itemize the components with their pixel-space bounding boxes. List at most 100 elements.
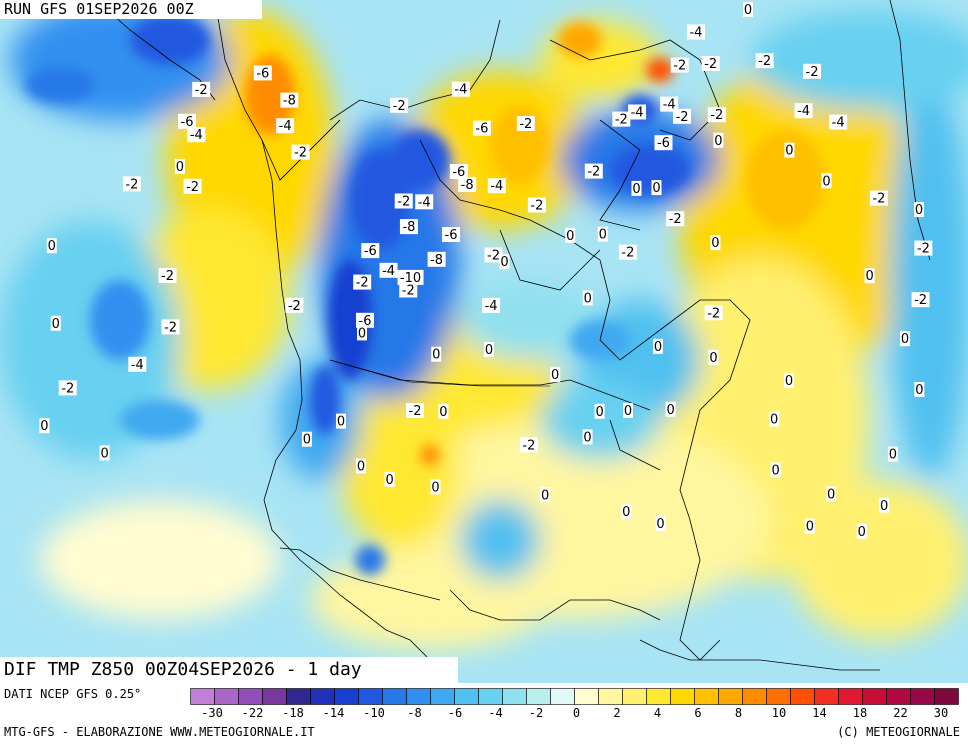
svg-text:-8: -8 [283, 94, 296, 109]
contour-label: -6 [178, 113, 196, 130]
contour-label: -4 [686, 24, 705, 41]
svg-text:-2: -2 [669, 212, 682, 227]
svg-text:0: 0 [439, 405, 447, 420]
svg-text:-2: -2 [195, 83, 208, 98]
svg-text:-6: -6 [256, 66, 269, 81]
legend-tick-label: -10 [363, 706, 385, 720]
contour-label: 0 [708, 349, 719, 366]
legend-tick-label: 0 [572, 706, 581, 720]
legend-swatch [502, 688, 527, 705]
svg-text:-2: -2 [707, 306, 720, 321]
contour-label: 0 [301, 431, 312, 448]
svg-text:-2: -2 [409, 404, 422, 419]
contour-label: 0 [46, 238, 57, 254]
legend-tick-label: 6 [694, 706, 702, 720]
svg-text:0: 0 [357, 460, 365, 475]
contour-label: -8 [427, 251, 446, 268]
contour-label: -10 [397, 269, 424, 286]
svg-text:0: 0 [566, 229, 574, 244]
contour-label: -6 [442, 227, 461, 243]
contour-label: -6 [449, 164, 468, 180]
svg-text:-4: -4 [631, 106, 644, 121]
legend-swatch [862, 688, 887, 705]
legend-tick-label: -14 [322, 706, 345, 720]
contour-label: 0 [484, 342, 494, 358]
contour-label: -2 [612, 111, 631, 128]
contour-label: 0 [336, 413, 346, 430]
contour-label: -2 [666, 211, 685, 227]
data-source-label: DATI NCEP GFS 0.25° [4, 687, 142, 701]
legend-tick-label: 8 [734, 706, 743, 720]
contour-label: 0 [887, 446, 898, 463]
svg-text:-4: -4 [485, 299, 498, 314]
contour-label: -6 [356, 312, 374, 329]
contour-label: -2 [399, 282, 418, 299]
legend-swatch [334, 688, 359, 705]
contour-label: -4 [487, 178, 506, 194]
svg-text:0: 0 [485, 343, 493, 358]
contour-label: 0 [594, 403, 605, 420]
contour-label: -4 [128, 356, 147, 373]
contour-label: 0 [631, 180, 642, 197]
svg-text:-2: -2 [676, 110, 689, 125]
svg-text:-4: -4 [797, 104, 810, 119]
contour-label: 0 [582, 290, 593, 306]
svg-text:0: 0 [711, 236, 719, 251]
svg-text:0: 0 [303, 433, 311, 448]
contour-label: 0 [653, 338, 663, 355]
contour-label: -4 [415, 194, 434, 210]
svg-text:-2: -2 [186, 180, 199, 195]
anomaly-field-smooth [0, 0, 968, 650]
legend-swatch [358, 688, 383, 705]
contour-label: -2 [673, 108, 692, 125]
contour-label: 0 [804, 518, 815, 535]
svg-text:0: 0 [822, 174, 830, 189]
svg-text:-2: -2 [758, 54, 771, 69]
contour-label: -8 [280, 92, 299, 109]
legend-swatch [214, 688, 239, 705]
legend-swatch [406, 688, 431, 705]
svg-text:0: 0 [584, 291, 592, 306]
contour-label: -4 [276, 118, 295, 134]
legend-swatch [910, 688, 935, 705]
legend-swatch [190, 688, 215, 705]
legend-tick-label: 4 [653, 706, 662, 720]
svg-text:-2: -2 [615, 113, 628, 128]
contour-label: 0 [914, 202, 924, 218]
contour-label: 0 [914, 382, 925, 398]
legend-swatch [694, 688, 719, 705]
svg-text:-2: -2 [125, 177, 138, 192]
contour-label: -2 [390, 97, 409, 114]
legend-swatch [526, 688, 551, 705]
legend-swatch [310, 688, 335, 705]
contour-label: -2 [911, 292, 930, 308]
svg-text:0: 0 [785, 374, 793, 389]
svg-text:-8: -8 [402, 220, 415, 235]
contour-label: -2 [122, 176, 141, 192]
contour-label: -2 [291, 144, 310, 161]
svg-text:0: 0 [709, 351, 717, 366]
anomaly-field-cores [25, 15, 825, 575]
contour-label: 0 [550, 367, 561, 383]
legend-swatch [550, 688, 575, 705]
svg-text:-2: -2 [914, 293, 927, 308]
contour-label: -4 [379, 262, 398, 279]
contour-label: 0 [174, 158, 185, 175]
svg-text:0: 0 [901, 332, 909, 347]
svg-text:-2: -2 [402, 284, 415, 299]
contour-label: -2 [353, 274, 372, 291]
coastlines [95, 0, 931, 671]
contour-label: 0 [900, 331, 910, 347]
svg-text:0: 0 [915, 383, 923, 398]
contour-label: -6 [472, 120, 491, 137]
legend-tick-label: 30 [933, 706, 949, 720]
contour-label: 0 [742, 1, 753, 18]
contour-label: -2 [192, 81, 211, 98]
svg-text:0: 0 [865, 269, 873, 284]
svg-text:0: 0 [624, 404, 632, 419]
svg-text:0: 0 [432, 348, 440, 363]
svg-text:0: 0 [583, 430, 591, 445]
legend-tick-label: -8 [407, 706, 422, 720]
contour-label: 0 [623, 403, 633, 419]
svg-text:-2: -2 [673, 59, 686, 74]
